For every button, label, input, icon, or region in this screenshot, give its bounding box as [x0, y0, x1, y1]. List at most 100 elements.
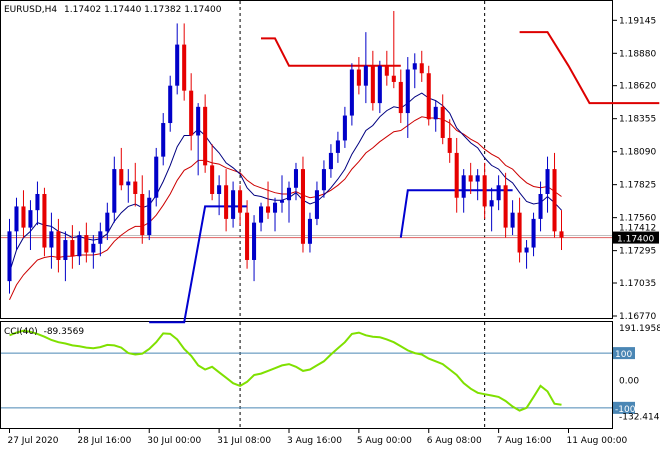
candle[interactable] — [419, 63, 424, 74]
candle[interactable] — [286, 187, 292, 201]
candle[interactable] — [28, 210, 33, 228]
candle[interactable] — [447, 137, 452, 153]
candle[interactable] — [210, 165, 215, 194]
candle[interactable] — [63, 240, 68, 260]
candle[interactable] — [77, 235, 82, 257]
candle[interactable] — [377, 65, 382, 104]
candle[interactable] — [468, 175, 473, 182]
candle[interactable] — [510, 212, 515, 228]
candle[interactable] — [363, 65, 368, 86]
candle[interactable] — [342, 115, 347, 141]
candle[interactable] — [524, 247, 529, 253]
candle[interactable] — [545, 169, 550, 194]
candle[interactable] — [154, 156, 159, 198]
candle[interactable] — [356, 69, 361, 86]
candle[interactable] — [231, 190, 236, 219]
candle[interactable] — [133, 181, 138, 194]
candle[interactable] — [454, 152, 459, 198]
candle[interactable] — [538, 193, 543, 219]
candle[interactable] — [496, 185, 501, 201]
candle[interactable] — [349, 69, 354, 116]
candle[interactable] — [412, 63, 417, 70]
candle[interactable] — [168, 85, 173, 124]
candle[interactable] — [42, 193, 47, 248]
candle[interactable] — [461, 175, 466, 198]
time-tick-label: 30 Jul 00:00 — [147, 436, 201, 446]
candle[interactable] — [503, 185, 508, 228]
candle[interactable] — [335, 140, 340, 153]
candle[interactable] — [35, 193, 40, 211]
candle[interactable] — [182, 44, 187, 91]
cci-tick-label: 100 — [615, 350, 632, 360]
axes: 1.19145 1.18880 1.18620 1.18355 1.18090 1.178… — [7, 16, 660, 446]
candle[interactable] — [475, 175, 480, 182]
candle[interactable] — [266, 206, 271, 213]
candle[interactable] — [321, 169, 326, 191]
candle[interactable] — [14, 206, 19, 232]
candles[interactable] — [7, 10, 564, 294]
candle[interactable] — [293, 169, 299, 188]
cci-tick-label: 191.1958 — [619, 324, 660, 334]
candle[interactable] — [105, 212, 110, 232]
candle[interactable] — [391, 75, 396, 82]
candle[interactable] — [140, 193, 145, 236]
candle[interactable] — [300, 169, 305, 244]
candle[interactable] — [384, 65, 389, 76]
cci-tick-label: -132.4148 — [619, 413, 660, 423]
candle[interactable] — [426, 73, 431, 120]
candle[interactable] — [272, 202, 278, 213]
time-tick-label: 7 Aug 16:00 — [497, 436, 552, 446]
other-price-label: 1.17412 — [619, 224, 656, 234]
candle[interactable] — [21, 206, 26, 228]
cci-title: CCI(40) -89.3569 — [4, 327, 84, 337]
candle[interactable] — [328, 152, 333, 170]
cci-indicator — [1, 329, 612, 412]
candle[interactable] — [189, 90, 194, 136]
candle[interactable] — [196, 106, 201, 136]
candle[interactable] — [489, 200, 494, 207]
price-tick-label: 1.19145 — [619, 16, 656, 26]
candle[interactable] — [161, 123, 166, 157]
candle[interactable] — [98, 231, 103, 244]
candle[interactable] — [433, 106, 438, 120]
current-price-label: 1.17400 — [617, 235, 654, 245]
price-tick-label: 1.18090 — [619, 148, 656, 158]
candle[interactable] — [370, 65, 375, 104]
candle[interactable] — [126, 181, 131, 186]
candle[interactable] — [147, 197, 152, 236]
candle[interactable] — [440, 106, 445, 138]
price-tick-label: 1.17295 — [619, 247, 656, 257]
candle[interactable] — [398, 81, 403, 114]
candle[interactable] — [112, 169, 117, 213]
candle[interactable] — [559, 231, 564, 238]
candle[interactable] — [70, 240, 75, 257]
candle[interactable] — [56, 231, 61, 260]
candle[interactable] — [279, 200, 285, 203]
time-tick-label: 6 Aug 08:00 — [427, 436, 482, 446]
candle[interactable] — [217, 185, 222, 194]
candle[interactable] — [175, 44, 180, 86]
candle[interactable] — [314, 190, 319, 219]
candle[interactable] — [49, 231, 54, 248]
cci-pane[interactable] — [0, 321, 613, 429]
candle[interactable] — [517, 212, 522, 253]
candle[interactable] — [482, 175, 487, 207]
candle[interactable] — [259, 206, 264, 223]
candle[interactable] — [7, 231, 12, 282]
candle[interactable] — [307, 218, 312, 244]
candle[interactable] — [552, 169, 557, 232]
candle[interactable] — [405, 69, 410, 114]
time-tick-label: 11 Aug 00:00 — [566, 436, 627, 446]
cci-level-badge — [613, 401, 635, 414]
candle[interactable] — [91, 243, 96, 253]
candle[interactable] — [119, 169, 124, 186]
candle[interactable] — [84, 235, 89, 253]
candle[interactable] — [531, 218, 536, 248]
candle[interactable] — [203, 106, 208, 166]
candle[interactable] — [224, 185, 229, 219]
candle[interactable] — [252, 222, 257, 260]
price-pane[interactable] — [0, 0, 613, 319]
candle[interactable] — [245, 212, 250, 260]
candle[interactable] — [238, 190, 243, 213]
